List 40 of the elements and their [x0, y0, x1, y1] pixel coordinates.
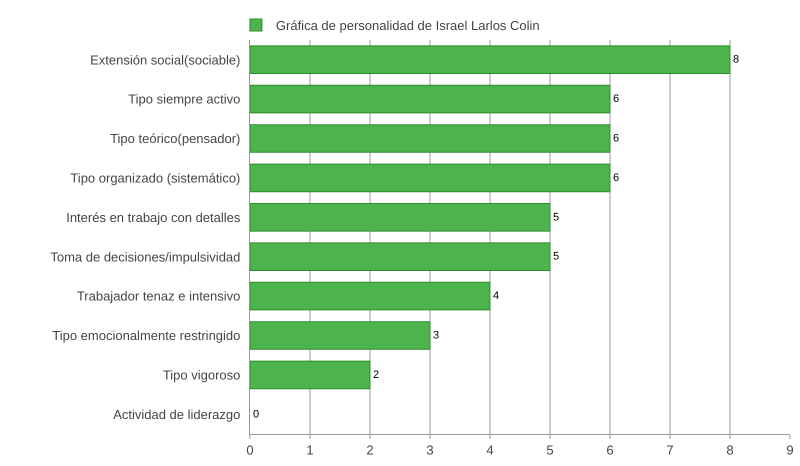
data-label: 2 [373, 368, 380, 381]
data-label: 3 [433, 330, 440, 342]
bar [250, 164, 610, 192]
y-tick-label: Tipo vigoroso [162, 367, 240, 382]
bar [250, 124, 610, 153]
y-tick-label: Interés en trabajo con detalles [66, 210, 241, 225]
x-tick-label: 1 [306, 442, 314, 458]
data-label: 8 [733, 54, 740, 66]
y-tick-label: Tipo emocionalmente restringido [52, 328, 240, 344]
data-label: 0 [253, 408, 260, 420]
x-tick-label: 7 [666, 442, 674, 458]
x-tick-label: 5 [546, 442, 554, 458]
y-tick-label: Tipo organizado (sistemático) [70, 170, 240, 186]
data-label: 4 [493, 290, 500, 302]
x-tick-label: 3 [426, 442, 434, 458]
data-label: 5 [553, 250, 560, 263]
y-tick-label: Extensión social(sociable) [90, 52, 240, 68]
bar [250, 321, 430, 350]
x-tick-label: 0 [246, 442, 254, 458]
data-label: 6 [613, 132, 620, 144]
y-tick-label: Tipo siempre activo [128, 92, 240, 107]
legend-label: Gráfica de personalidad de Israel Larlos Colin [276, 18, 540, 34]
y-tick-label: Tipo teórico(pensador) [110, 131, 240, 146]
bar [250, 282, 490, 310]
y-tick-label: Toma de decisiones/impulsividad [50, 249, 240, 264]
y-tick-label: Trabajador tenaz e intensivo [76, 288, 240, 304]
x-tick-label: 8 [726, 442, 734, 458]
x-tick-label: 9 [786, 442, 794, 458]
bar [250, 84, 610, 114]
data-label: 5 [553, 211, 560, 224]
y-tick-label: Actividad de liderazgo [113, 406, 240, 422]
bar [250, 203, 550, 232]
bar [250, 360, 370, 390]
data-label: 6 [613, 93, 620, 106]
x-tick-label: 6 [606, 442, 614, 458]
data-label: 6 [613, 172, 620, 184]
bar [250, 242, 550, 271]
x-tick-label: 4 [486, 442, 494, 458]
bar [250, 45, 730, 74]
x-tick-label: 2 [366, 442, 374, 458]
